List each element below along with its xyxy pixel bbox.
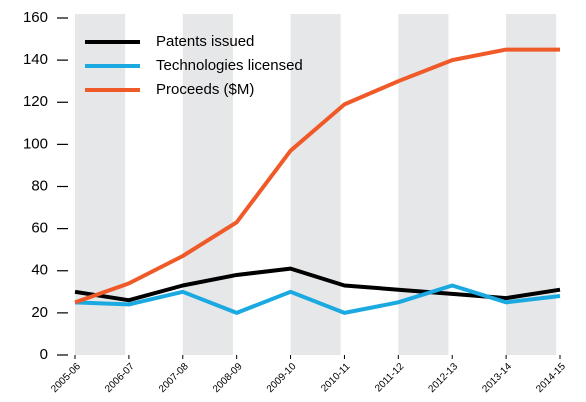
x-tick-label: 2009-10 [265, 361, 299, 395]
y-tick-label: 140 [23, 51, 48, 68]
background-band [182, 14, 233, 355]
y-tick-label: 40 [31, 262, 48, 279]
background-band [290, 14, 341, 355]
y-tick-label: 60 [31, 220, 48, 237]
x-tick-label: 2008-09 [211, 361, 245, 395]
y-tick-label: 100 [23, 135, 48, 152]
y-tick-label: 80 [31, 177, 48, 194]
y-tick-label: 120 [23, 93, 48, 110]
x-tick-label: 2007-08 [157, 361, 191, 395]
y-tick-label: 160 [23, 9, 48, 26]
x-tick-label: 2011-12 [373, 361, 407, 395]
series-line [74, 47, 560, 305]
x-tick-label: 2014-15 [534, 361, 568, 395]
x-tick-label: 2005-06 [49, 361, 83, 395]
x-tick-label: 2006-07 [103, 361, 137, 395]
background-band [506, 14, 557, 355]
legend-label: Technologies licensed [156, 57, 303, 74]
x-tick-label: 2012-13 [426, 361, 460, 395]
y-tick-label: 0 [40, 346, 48, 363]
series-line [74, 283, 561, 315]
x-tick-label: 2010-11 [319, 361, 353, 395]
x-tick-label: 2013-14 [480, 361, 514, 395]
y-tick-label: 20 [31, 304, 48, 321]
legend-label: Patents issued [156, 33, 254, 50]
series-line [74, 266, 561, 303]
legend-label: Proceeds ($M) [156, 81, 254, 98]
